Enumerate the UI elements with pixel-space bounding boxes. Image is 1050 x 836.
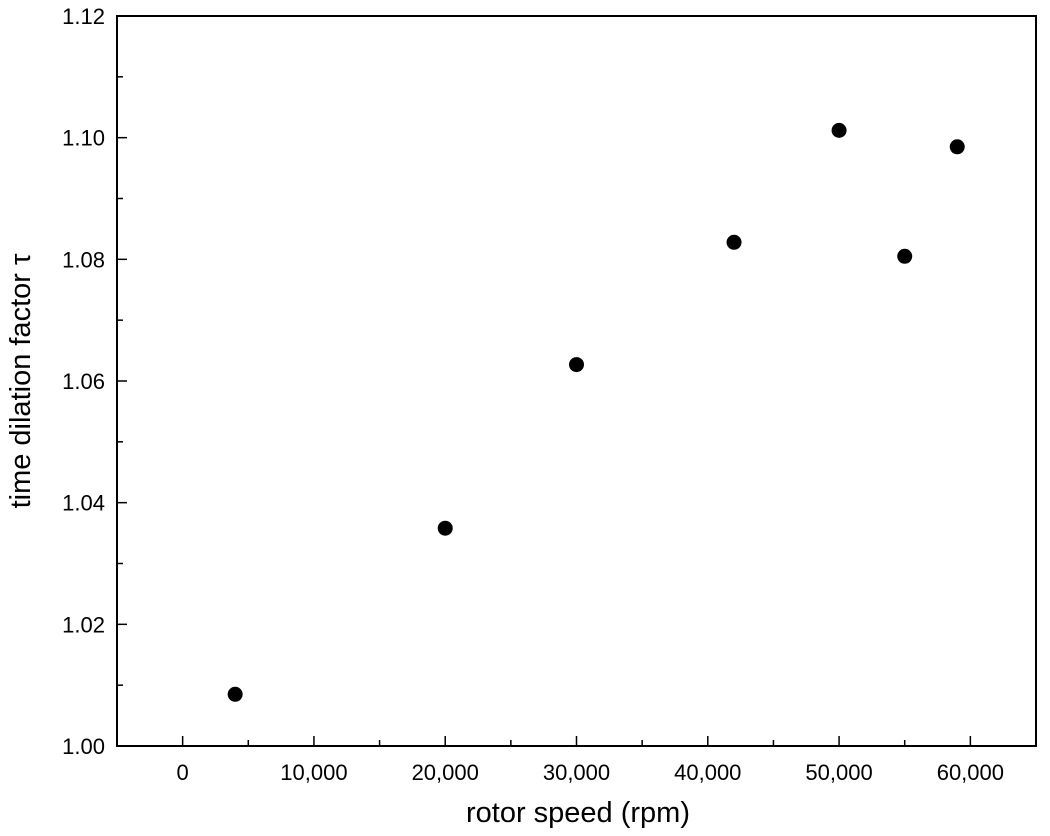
- y-tick-label: 1.06: [62, 369, 105, 394]
- x-axis-title: rotor speed (rpm): [466, 797, 690, 829]
- x-tick-label: 30,000: [543, 760, 610, 785]
- x-tick-label: 20,000: [412, 760, 479, 785]
- y-tick-label: 1.02: [62, 612, 105, 637]
- data-point: [227, 686, 243, 702]
- data-point: [726, 234, 742, 250]
- y-tick-label: 1.12: [62, 4, 105, 29]
- x-axis-ticks: 0 10,000 20,000 30,000 40,000 50,000 60,000: [116, 736, 1037, 785]
- data-point: [569, 357, 584, 373]
- y-axis-ticks: 1.00 1.02 1.04 1.06 1.08 1.10 1.12: [62, 4, 127, 759]
- data-point: [949, 139, 965, 155]
- x-tick-label: 0: [177, 760, 189, 785]
- data-point: [437, 520, 453, 536]
- y-tick-label: 1.00: [62, 734, 105, 759]
- y-tick-label: 1.04: [62, 491, 105, 516]
- x-tick-label: 40,000: [674, 760, 741, 785]
- x-tick-label: 50,000: [805, 760, 872, 785]
- data-points: [227, 122, 965, 702]
- y-tick-label: 1.08: [62, 247, 105, 272]
- y-tick-label: 1.10: [62, 126, 105, 151]
- y-axis-title: time dilation factor τ: [5, 253, 37, 508]
- x-tick-label: 60,000: [937, 760, 1004, 785]
- plot-area-frame: [116, 15, 1037, 747]
- data-point: [831, 122, 847, 138]
- x-tick-label: 10,000: [280, 760, 347, 785]
- data-point: [897, 248, 913, 264]
